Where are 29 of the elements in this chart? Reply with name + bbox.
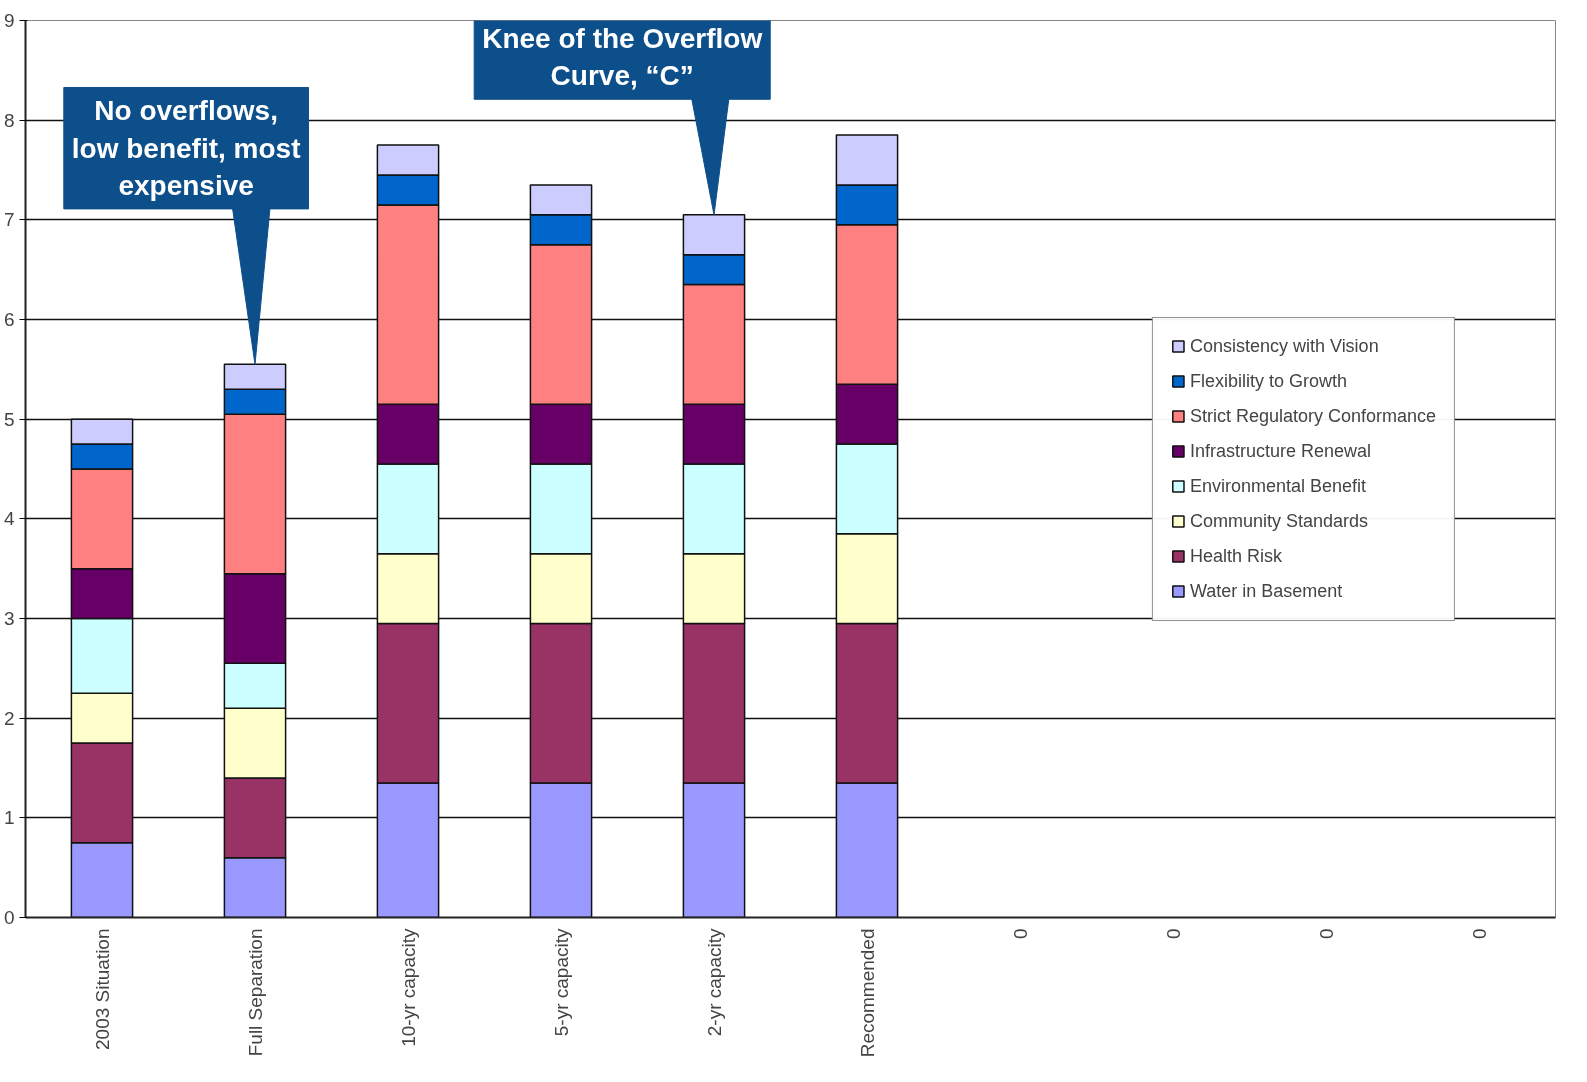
annotation: No overflows, low benefit, most expensive [71, 95, 301, 201]
annotation: Knee of the Overflow Curve, “C” [482, 23, 763, 92]
y-tick-label: 3 [3, 608, 15, 629]
legend-label: Environmental Benefit [1189, 475, 1366, 497]
y-tick-label: 9 [3, 10, 15, 31]
x-tick-label: 0 [1009, 928, 1031, 940]
x-tick-label: 0 [1162, 928, 1184, 940]
legend-label: Health Risk [1189, 545, 1282, 567]
legend-label: Strict Regulatory Conformance [1189, 405, 1436, 427]
y-tick-label: 2 [3, 707, 15, 729]
x-tick-label: 10-yr capacity [397, 928, 419, 1047]
x-tick-label: 0 [1468, 928, 1490, 940]
y-tick-label: 5 [3, 408, 15, 430]
legend-label: Flexibility to Growth [1189, 370, 1347, 392]
y-tick-label: 6 [3, 309, 15, 330]
y-tick-label: 8 [3, 109, 15, 131]
x-tick-label: 2-yr capacity [703, 928, 725, 1037]
x-tick-label: Full Separation [244, 928, 266, 1057]
legend-label: Community Standards [1189, 510, 1368, 532]
legend-label: Infrastructure Renewal [1189, 440, 1371, 462]
x-tick-label: Recommended [856, 928, 878, 1058]
y-tick-label: 7 [3, 209, 15, 231]
x-tick-label: 5-yr capacity [550, 928, 572, 1037]
y-tick-label: 4 [3, 508, 15, 530]
legend-label: Water in Basement [1189, 580, 1343, 602]
legend-label: Consistency with Vision [1189, 335, 1379, 357]
x-tick-label: 0 [1315, 928, 1337, 940]
x-tick-label: 2003 Situation [91, 928, 113, 1050]
y-tick-label: 1 [3, 807, 15, 829]
